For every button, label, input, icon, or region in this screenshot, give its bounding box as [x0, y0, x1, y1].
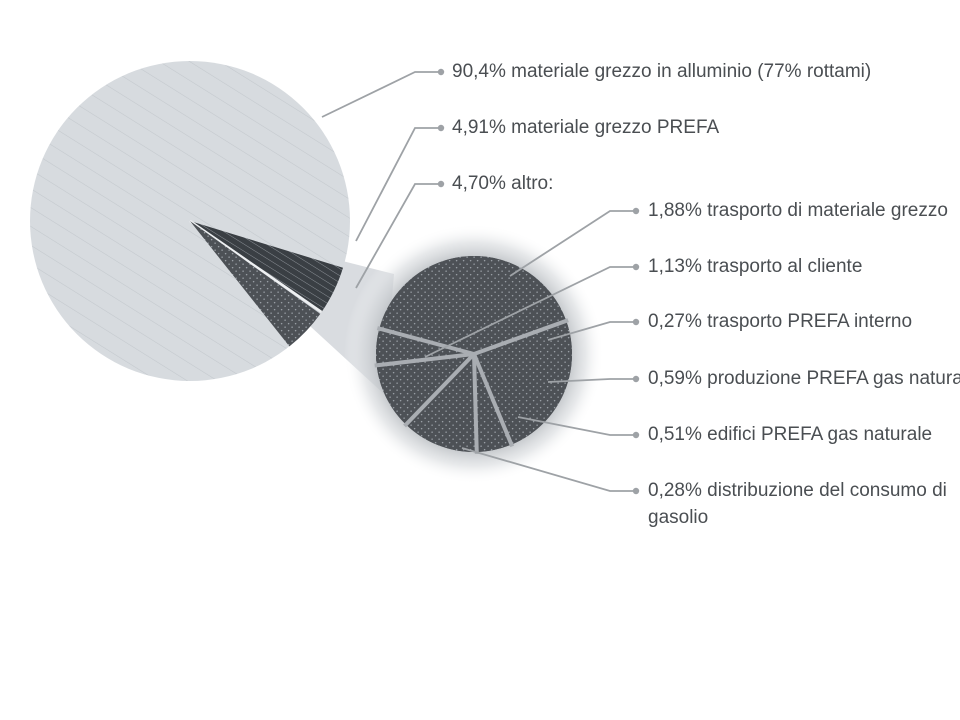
label-trasporto-cliente: 1,13% trasporto al cliente [648, 256, 862, 277]
small-pie-separator [376, 326, 475, 356]
small-pie-slice-5 [376, 354, 474, 425]
small-pie-separator [472, 353, 479, 455]
label-distribuzione-gasolio-line1: 0,28% distribuzione del consumo di [648, 480, 947, 501]
label-trasporto-cliente-leader [424, 266, 636, 358]
label-materiale-grezzo-alluminio: 90,4% materiale grezzo in alluminio (77%… [452, 61, 871, 82]
label-distribuzione-gasolio-leader-dot [632, 487, 640, 495]
label-produzione-gas-naturale-leader [547, 378, 636, 383]
small-pie-separator [403, 352, 476, 428]
label-distribuzione-gasolio-line2: gasolio [648, 507, 708, 528]
label-trasporto-materiale-grezzo: 1,88% trasporto di materiale grezzo [648, 200, 948, 221]
label-materiale-grezzo-alluminio-leader-dot [437, 68, 445, 76]
small-pie-slice-1 [379, 256, 567, 354]
label-produzione-gas-naturale-leader-dot [632, 375, 640, 383]
label-distribuzione-gasolio-leader [461, 447, 636, 492]
label-edifici-gas-naturale-leader [517, 416, 636, 436]
small-pie-separator [374, 352, 475, 368]
label-edifici-gas-naturale: 0,51% edifici PREFA gas naturale [648, 424, 932, 445]
pie-slice-separator [189, 219, 323, 314]
label-trasporto-prefa-interno: 0,27% trasporto PREFA interno [648, 311, 912, 332]
pie-slice-altro [190, 221, 321, 347]
pie-slice-materiale-grezzo-prefa [190, 221, 344, 313]
label-altro: 4,70% altro: [452, 173, 553, 194]
label-trasporto-cliente-leader-dot [632, 263, 640, 271]
small-pie-separator [473, 318, 569, 356]
label-trasporto-prefa-interno-leader-dot [632, 318, 640, 326]
small-pie-slice-2 [474, 320, 572, 445]
label-materiale-grezzo-prefa: 4,91% materiale grezzo PREFA [452, 117, 720, 138]
label-altro-leader-dot [437, 180, 445, 188]
label-materiale-grezzo-prefa-leader [355, 127, 441, 242]
small-pie-slice-4 [405, 354, 477, 452]
small-pie-separator [472, 353, 515, 448]
label-altro-leader [355, 183, 441, 289]
label-edifici-gas-naturale-leader-dot [632, 431, 640, 439]
label-produzione-gas-naturale: 0,59% produzione PREFA gas naturale [648, 368, 960, 389]
label-trasporto-materiale-grezzo-leader-dot [632, 207, 640, 215]
label-trasporto-materiale-grezzo-leader [509, 210, 636, 277]
label-materiale-grezzo-alluminio-leader [321, 71, 441, 118]
label-trasporto-prefa-interno-leader [547, 321, 636, 341]
label-materiale-grezzo-prefa-leader-dot [437, 124, 445, 132]
